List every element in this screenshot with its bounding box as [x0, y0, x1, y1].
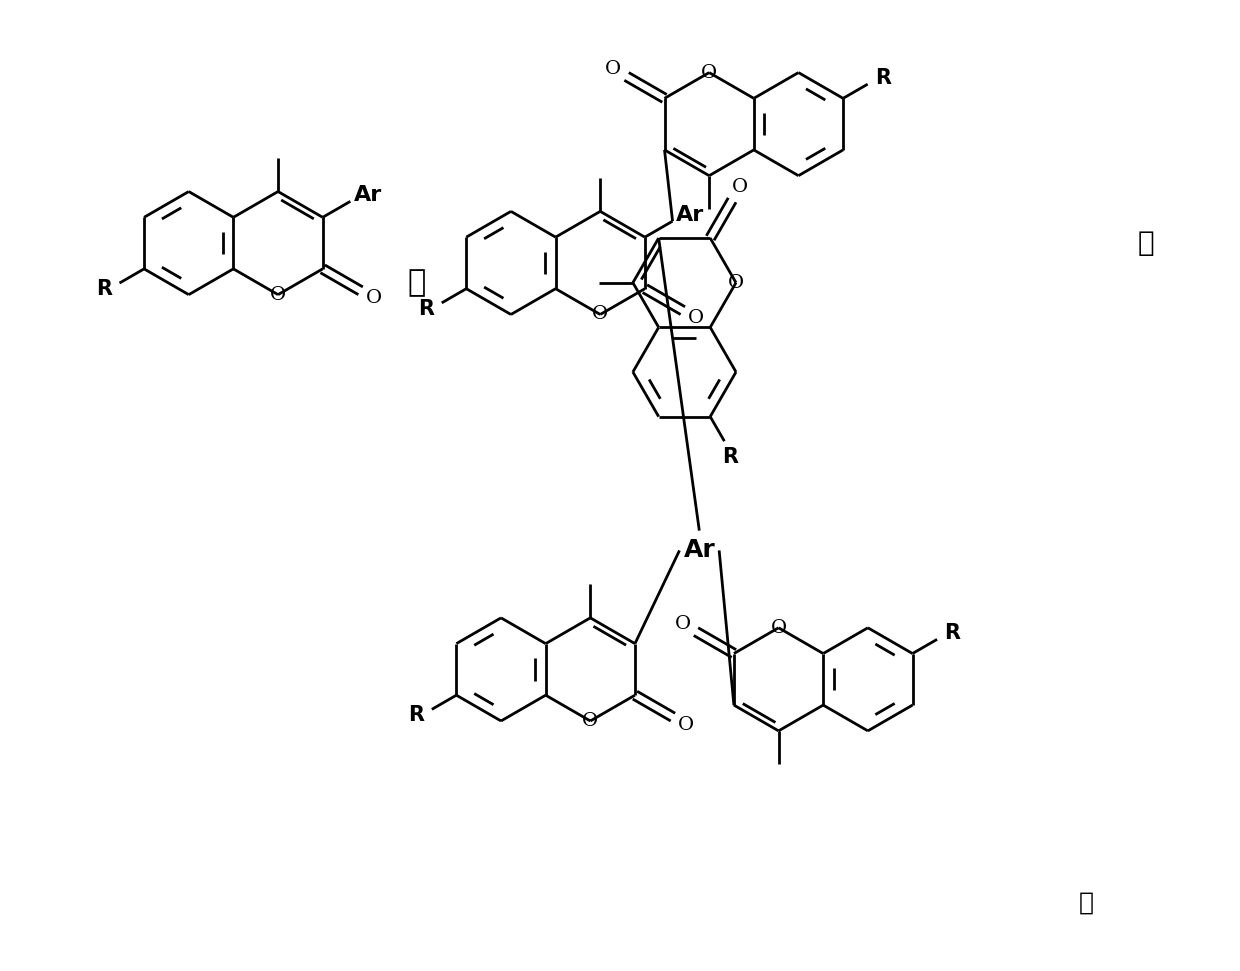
Text: R: R — [875, 68, 892, 88]
Text: O: O — [675, 615, 691, 633]
Text: Ar: Ar — [676, 205, 704, 225]
Text: R: R — [408, 705, 424, 725]
Text: O: O — [583, 712, 599, 730]
Text: O: O — [593, 306, 609, 323]
Text: Ar: Ar — [353, 185, 382, 206]
Text: O: O — [770, 619, 786, 637]
Text: O: O — [270, 285, 286, 304]
Text: O: O — [701, 63, 717, 82]
Text: O: O — [688, 310, 704, 327]
Text: R: R — [418, 299, 434, 318]
Text: 、: 、 — [408, 268, 425, 297]
Text: R: R — [945, 623, 961, 644]
Text: O: O — [732, 178, 748, 196]
Text: O: O — [728, 274, 744, 291]
Text: 。: 。 — [1079, 890, 1094, 915]
Text: Ar: Ar — [683, 539, 715, 562]
Text: R: R — [95, 279, 112, 299]
Text: O: O — [678, 716, 694, 734]
Text: O: O — [605, 60, 621, 78]
Text: R: R — [723, 447, 738, 467]
Text: O: O — [366, 289, 382, 308]
Text: 或: 或 — [1137, 229, 1153, 257]
